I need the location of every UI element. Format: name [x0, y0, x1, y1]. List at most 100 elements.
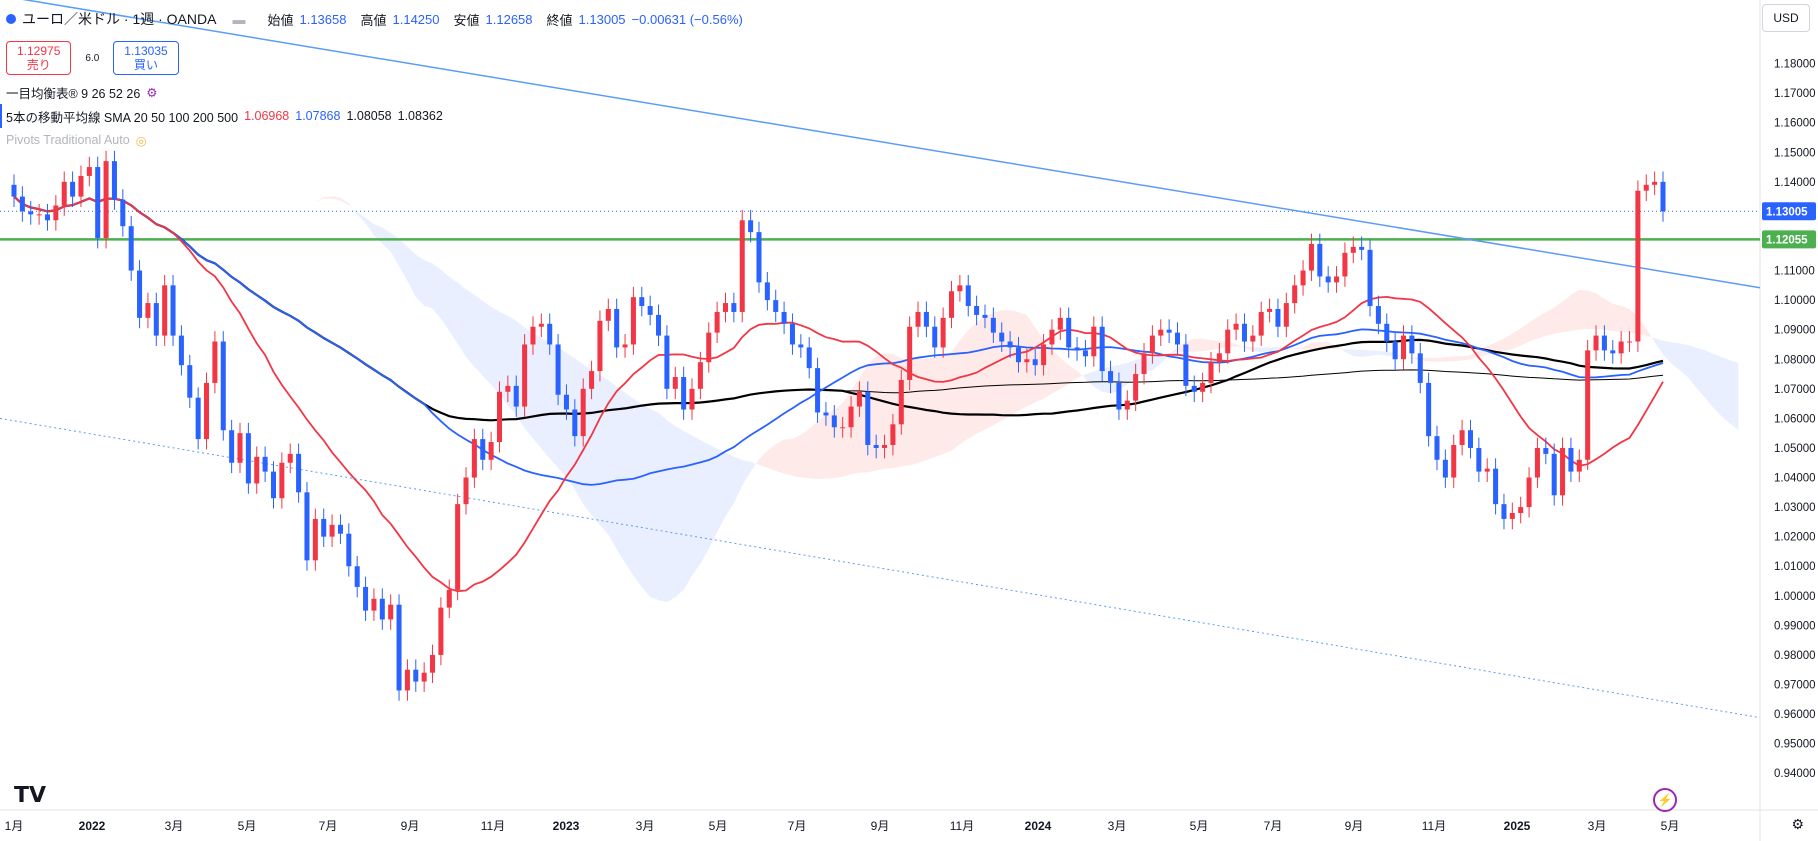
cloud-segment	[1311, 342, 1320, 350]
buy-button[interactable]: 1.13035 買い	[113, 41, 179, 75]
cloud-segment	[1646, 328, 1655, 343]
candle	[923, 301, 929, 338]
candle-body	[86, 167, 92, 176]
cloud-segment	[1001, 310, 1011, 421]
candle-body	[923, 311, 929, 327]
cloud-segment	[1085, 371, 1094, 387]
sell-button[interactable]: 1.12975 売り	[6, 41, 72, 75]
candle	[1409, 325, 1415, 364]
candle-body	[614, 308, 620, 348]
candle-body	[1292, 285, 1298, 304]
candle	[1401, 325, 1407, 370]
cloud-segment	[1210, 340, 1220, 350]
ichimoku-cloud	[231, 196, 1739, 603]
cloud-segment	[1579, 289, 1588, 330]
cloud-segment	[1286, 347, 1295, 349]
candle-body	[1375, 306, 1381, 324]
candle	[1158, 319, 1164, 346]
cloud-segment	[976, 316, 985, 434]
tradingview-logo-icon[interactable]: 𝗧𝗩	[14, 782, 47, 807]
cloud-segment	[1462, 355, 1471, 361]
cloud-segment	[1671, 342, 1680, 371]
candle	[1091, 316, 1097, 367]
hidden-eye-icon[interactable]: ◎	[135, 133, 147, 148]
candle	[1208, 351, 1214, 394]
candle	[1174, 322, 1181, 355]
candle-body	[1124, 400, 1130, 410]
candle-body	[538, 323, 544, 327]
candle	[1610, 340, 1616, 364]
candle	[831, 405, 837, 438]
cloud-segment	[984, 312, 994, 430]
candle	[262, 446, 268, 482]
candle	[488, 431, 494, 471]
time-tick-label: 5月	[238, 819, 257, 833]
candle-body	[1660, 181, 1666, 212]
candle-body	[898, 379, 904, 425]
candle	[1652, 171, 1658, 196]
cloud-segment	[683, 431, 693, 590]
cloud-segment	[800, 428, 810, 479]
candle	[1275, 298, 1281, 338]
candle-body	[1174, 332, 1181, 345]
candle	[44, 204, 50, 231]
settings-gear-icon[interactable]: ⚙	[1791, 816, 1804, 832]
cloud-segment	[1470, 350, 1479, 360]
open-label: 始値	[267, 12, 294, 28]
candle-body	[396, 604, 402, 691]
sma-legend[interactable]: 5本の移動平均線 SMA 20 50 100 200 500 1.06968 1…	[0, 104, 743, 128]
candle	[245, 422, 251, 494]
sell-label: 売り	[26, 58, 51, 72]
cloud-segment	[1026, 315, 1036, 407]
flash-icon[interactable]: ⚡	[1653, 788, 1677, 812]
visibility-icon[interactable]: ▬	[232, 11, 246, 27]
high-value: 1.14250	[392, 11, 440, 27]
candle-body	[1635, 190, 1641, 342]
currency-button[interactable]: USD	[1762, 4, 1810, 32]
candle	[697, 351, 703, 400]
cloud-segment	[407, 246, 416, 297]
candle-body	[572, 409, 578, 437]
candle-body	[1568, 447, 1574, 472]
candle-body	[254, 456, 260, 484]
cloud-segment	[491, 306, 500, 395]
candle	[672, 366, 678, 400]
candle-body	[153, 303, 159, 336]
cloud-segment	[599, 375, 609, 535]
candle	[1250, 325, 1256, 352]
candle-body	[630, 297, 636, 345]
candle-body	[321, 518, 327, 537]
candle	[990, 307, 996, 343]
ichimoku-settings-icon[interactable]: ⚙	[146, 85, 158, 100]
candle-body	[522, 344, 528, 407]
candle	[237, 422, 243, 474]
candle-body	[1049, 329, 1055, 345]
cloud-segment	[692, 435, 701, 576]
symbol-title[interactable]: ユーロ／米ドル · 1週 · OANDA	[22, 11, 217, 27]
candle	[957, 274, 963, 302]
candle	[1216, 342, 1222, 373]
time-tick-label: 5月	[1661, 819, 1680, 833]
ichimoku-legend[interactable]: 一目均衡表® 9 26 52 26 ⚙	[6, 80, 743, 104]
cloud-segment	[1679, 343, 1689, 378]
candle	[1124, 390, 1130, 420]
cloud-segment	[775, 439, 785, 474]
candle	[1601, 325, 1607, 361]
cloud-segment	[926, 357, 935, 460]
candle-body	[471, 439, 477, 478]
candle	[530, 316, 536, 355]
pivots-legend[interactable]: Pivots Traditional Auto ◎	[6, 128, 743, 152]
candle	[1041, 334, 1047, 376]
time-tick-label: 9月	[1345, 819, 1364, 833]
candle	[572, 399, 578, 447]
candle-body	[965, 285, 971, 307]
cloud-segment	[415, 254, 425, 306]
price-tick-label: 1.18000	[1774, 59, 1816, 71]
candle-body	[1442, 459, 1448, 478]
candle	[178, 325, 184, 376]
candle-body	[195, 397, 201, 440]
candle	[229, 419, 235, 474]
candle	[714, 301, 720, 343]
candle-body	[597, 320, 603, 372]
